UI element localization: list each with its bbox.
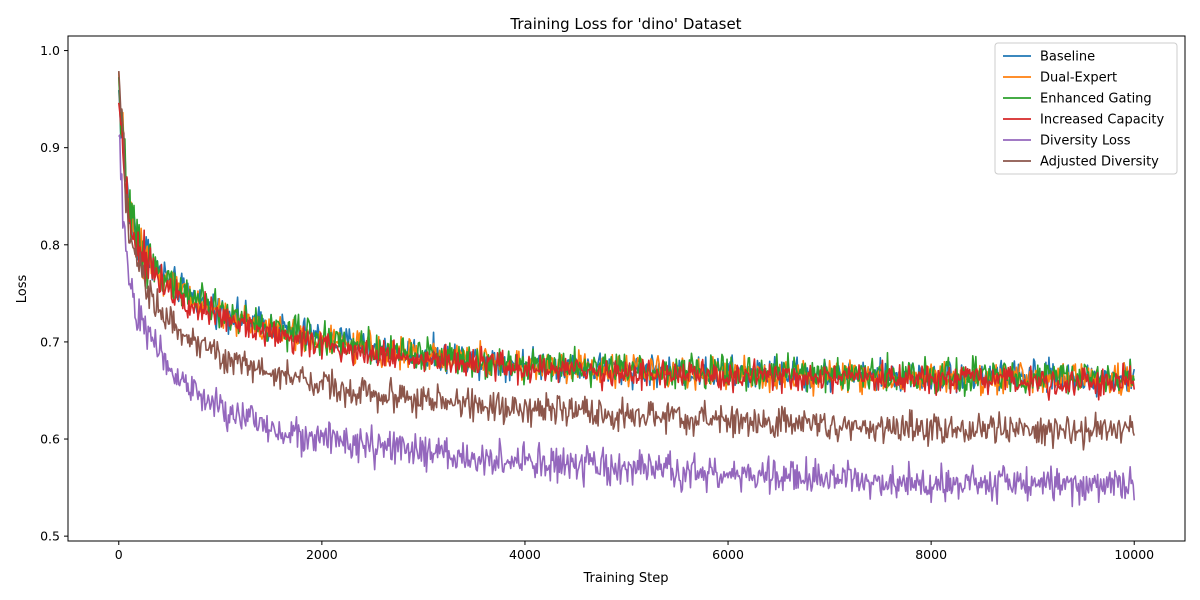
- x-axis-ticks: 0 2000 4000 6000 8000 10000: [115, 541, 1154, 562]
- y-tick-label: 1.0: [40, 43, 60, 58]
- legend-label: Enhanced Gating: [1040, 92, 1152, 107]
- legend-label: Dual-Expert: [1040, 71, 1117, 86]
- x-tick-label: 8000: [915, 547, 947, 562]
- y-tick-label: 0.9: [40, 140, 60, 155]
- series-line-increased-capacity: [117, 102, 1136, 401]
- x-tick-label: 10000: [1114, 547, 1154, 562]
- x-tick-label: 4000: [509, 547, 541, 562]
- y-tick-label: 0.6: [40, 432, 60, 447]
- x-axis-label: Training Step: [582, 571, 668, 586]
- legend-box: [994, 42, 1178, 175]
- y-axis-label: Loss: [15, 275, 30, 304]
- series-line-adjusted-diversity: [117, 71, 1135, 451]
- y-tick-label: 0.5: [40, 529, 60, 544]
- x-tick-label: 2000: [306, 547, 338, 562]
- x-tick-label: 0: [115, 547, 123, 562]
- plot-lines: [117, 71, 1136, 508]
- plot-frame: [67, 35, 1186, 542]
- chart-title: Training Loss for 'dino' Dataset: [509, 15, 741, 33]
- legend-label: Increased Capacity: [1040, 113, 1165, 128]
- x-tick-label: 6000: [712, 547, 744, 562]
- series-line-diversity-loss: [118, 134, 1136, 508]
- y-tick-label: 0.8: [40, 237, 60, 252]
- legend: Baseline Dual-Expert Enhanced Gating Increa…: [994, 42, 1178, 175]
- legend-label: Adjusted Diversity: [1040, 155, 1159, 170]
- legend-label: Baseline: [1040, 50, 1095, 65]
- y-tick-label: 0.7: [40, 334, 60, 349]
- y-axis-ticks: 0.5 0.6 0.7 0.8 0.9 1.0: [40, 43, 68, 544]
- legend-label: Diversity Loss: [1040, 134, 1131, 149]
